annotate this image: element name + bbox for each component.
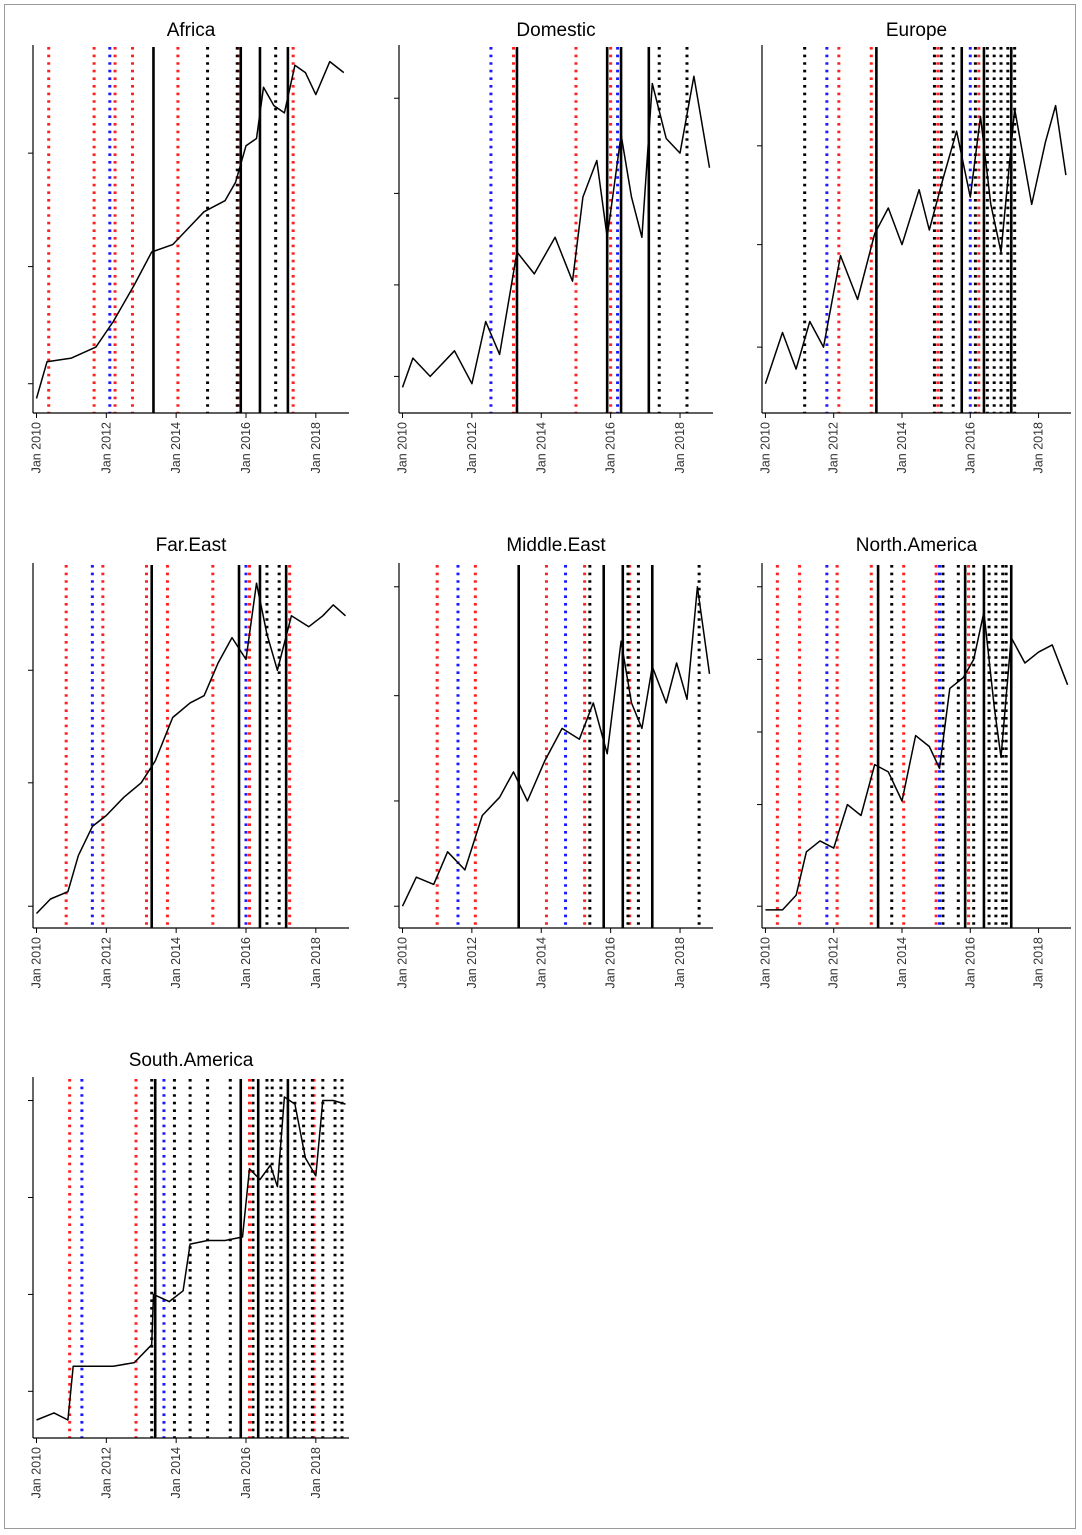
x-tick-label: Jan 2016 — [239, 1447, 253, 1498]
figure-frame: Africa Jan 2010 Jan 2012 Jan 2014 Jan 2016 Ja… — [4, 4, 1076, 1529]
series-line — [36, 1096, 346, 1421]
series-line — [764, 104, 1067, 384]
x-tick-label: Jan 2012 — [827, 937, 841, 988]
x-tick-label: Jan 2014 — [895, 937, 909, 988]
x-tick-label: Jan 2018 — [309, 1447, 323, 1498]
x-tick-label: Jan 2010 — [29, 422, 43, 473]
series-line — [35, 582, 346, 915]
series-line — [401, 586, 711, 907]
x-tick-label: Jan 2016 — [239, 937, 253, 988]
x-tick-label: Jan 2018 — [673, 422, 687, 473]
small-multiples-chart: Africa Jan 2010 Jan 2012 Jan 2014 Jan 2016 Ja… — [28, 20, 1071, 1498]
x-tick-label: Jan 2010 — [395, 422, 409, 473]
panel-title: South.America — [129, 1050, 254, 1071]
x-tick-label: Jan 2012 — [99, 1447, 113, 1498]
x-tick-label: Jan 2018 — [309, 422, 323, 473]
panel-title: Africa — [167, 20, 216, 41]
panel-far-east: Far.East Jan 2010 Jan 2012 Jan 2014 Jan 2016… — [28, 535, 349, 988]
panel-domestic: Domestic Jan 2010 Jan 2012 Jan 2014 Jan 2016… — [394, 20, 713, 473]
x-tick-label: Jan 2012 — [99, 422, 113, 473]
x-tick-label: Jan 2016 — [604, 937, 618, 988]
x-tick-label: Jan 2010 — [29, 1447, 43, 1498]
panel-title: North.America — [856, 535, 978, 556]
series-line — [401, 75, 711, 388]
panel-title: Domestic — [516, 20, 595, 41]
x-tick-label: Jan 2010 — [758, 937, 772, 988]
x-tick-label: Jan 2014 — [534, 937, 548, 988]
x-tick-label: Jan 2010 — [758, 422, 772, 473]
x-tick-label: Jan 2018 — [673, 937, 687, 988]
panel-africa: Africa Jan 2010 Jan 2012 Jan 2014 Jan 2016 Ja… — [28, 20, 349, 473]
x-tick-label: Jan 2016 — [963, 937, 977, 988]
x-tick-label: Jan 2014 — [169, 422, 183, 473]
series-line — [765, 611, 1069, 911]
x-tick-label: Jan 2018 — [1032, 937, 1046, 988]
panel-middle-east: Middle.East Jan 2010 Jan 2012 Jan 2014 Jan 2… — [394, 535, 713, 988]
x-tick-label: Jan 2018 — [309, 937, 323, 988]
panel-north-america: North.America Jan 2010 Jan 2012 Jan 2014 Jan… — [757, 535, 1071, 988]
x-tick-label: Jan 2016 — [963, 422, 977, 473]
panel-title: Middle.East — [506, 535, 606, 556]
x-tick-label: Jan 2012 — [827, 422, 841, 473]
x-tick-label: Jan 2014 — [169, 937, 183, 988]
x-tick-label: Jan 2014 — [895, 422, 909, 473]
x-tick-label: Jan 2018 — [1032, 422, 1046, 473]
x-tick-label: Jan 2010 — [395, 937, 409, 988]
x-tick-label: Jan 2016 — [239, 422, 253, 473]
x-tick-label: Jan 2014 — [169, 1447, 183, 1498]
x-tick-label: Jan 2012 — [99, 937, 113, 988]
panel-europe: Europe Jan 2010 Jan 2012 Jan 2014 Jan 2016 Ja… — [757, 20, 1071, 473]
x-tick-label: Jan 2012 — [465, 422, 479, 473]
x-tick-label: Jan 2012 — [465, 937, 479, 988]
series-line — [35, 60, 345, 399]
x-tick-label: Jan 2016 — [604, 422, 618, 473]
panel-south-america: South.America Jan 2010 Jan 2012 Jan 2014 Jan… — [28, 1050, 349, 1498]
x-tick-label: Jan 2014 — [534, 422, 548, 473]
panel-title: Europe — [886, 20, 947, 41]
panel-title: Far.East — [156, 535, 227, 556]
x-tick-label: Jan 2010 — [29, 937, 43, 988]
